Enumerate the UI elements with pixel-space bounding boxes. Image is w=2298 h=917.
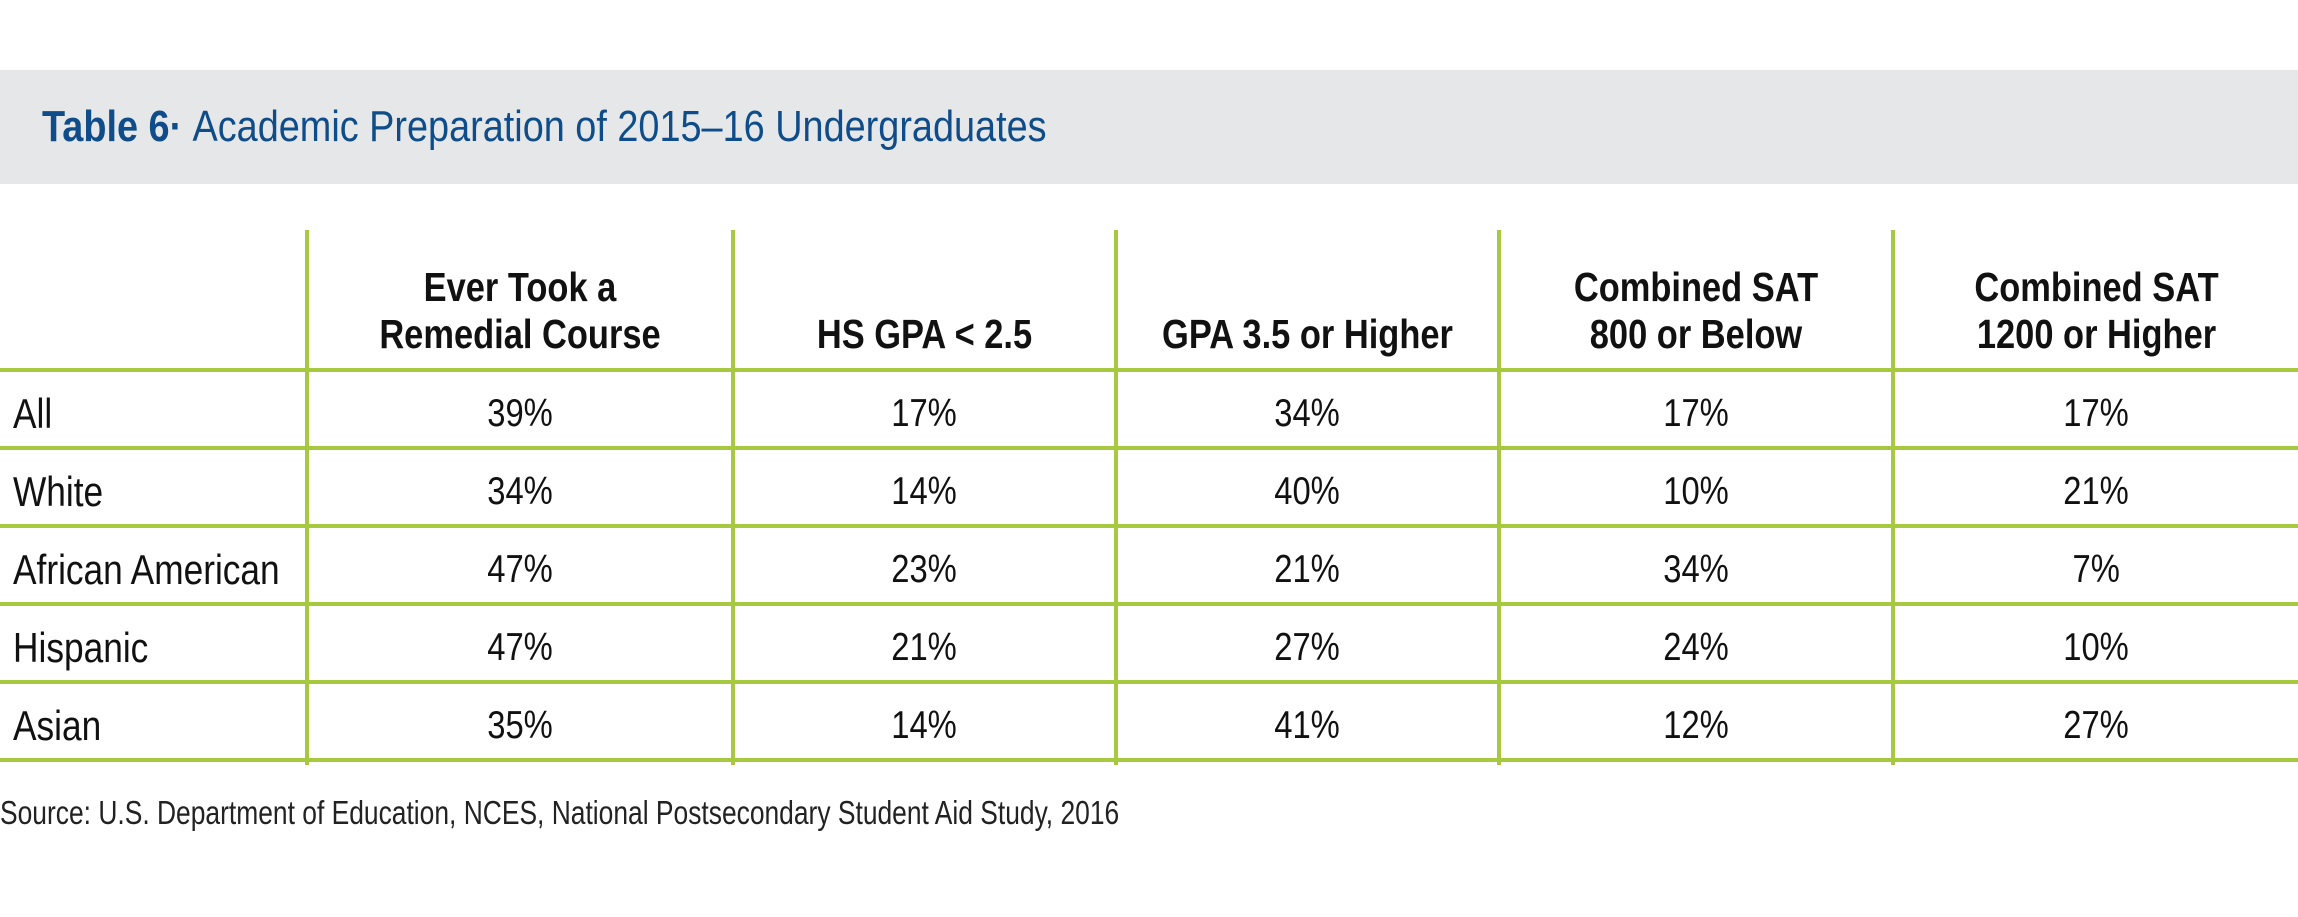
table-number: Table 6 [42, 102, 170, 151]
table-cell: 21% [2063, 470, 2130, 513]
data-table: Ever Took a Remedial Course HS GPA < 2.5… [0, 230, 2298, 765]
table-cell: 10% [1663, 470, 1729, 513]
column-divider [1891, 230, 1895, 765]
header-rule [0, 368, 2298, 372]
row-label: Asian [13, 702, 102, 749]
source-note: Source: U.S. Department of Education, NC… [0, 794, 1120, 831]
table-cell: 14% [891, 704, 958, 747]
table-cell: 21% [891, 626, 958, 669]
table-cell: 23% [891, 548, 958, 591]
row-label: White [13, 468, 104, 515]
table-cell: 12% [1663, 704, 1729, 747]
table-title: Table 6· Academic Preparation of 2015–16 … [42, 70, 1047, 184]
row-rule [0, 602, 2298, 606]
table-cell: 34% [487, 470, 553, 513]
header-row: Ever Took a Remedial Course HS GPA < 2.5… [0, 230, 2298, 370]
table-cell: 21% [1274, 548, 1341, 591]
table-cell: 14% [891, 470, 958, 513]
row-rule [0, 446, 2298, 450]
table-cell: 17% [2063, 392, 2130, 435]
table-row: Hispanic 47% 21% 27% 24% 10% [0, 606, 2298, 680]
table-cell: 41% [1274, 704, 1341, 747]
table-cell: 34% [1663, 548, 1729, 591]
table-cell: 27% [1274, 626, 1341, 669]
row-rule [0, 758, 2298, 762]
table-cell: 39% [487, 392, 553, 435]
table-cell: 17% [891, 392, 958, 435]
table-cell: 47% [487, 548, 553, 591]
table-cell: 7% [2072, 548, 2121, 591]
row-label: African American [13, 546, 280, 593]
table-cell: 10% [2063, 626, 2130, 669]
table-title-text: Academic Preparation of 2015–16 Undergra… [192, 102, 1047, 151]
column-divider [1114, 230, 1118, 765]
row-rule [0, 524, 2298, 528]
table-cell: 47% [487, 626, 553, 669]
column-divider [731, 230, 735, 765]
column-header: GPA 3.5 or Higher [1162, 311, 1453, 357]
table-cell: 35% [487, 704, 553, 747]
column-divider [305, 230, 309, 765]
row-label: Hispanic [13, 624, 149, 671]
column-header: Combined SAT 800 or Below [1573, 264, 1819, 357]
table-row: All 39% 17% 34% 17% 17% [0, 372, 2298, 446]
row-rule [0, 680, 2298, 684]
row-label: All [13, 390, 53, 437]
column-divider [1497, 230, 1501, 765]
table-cell: 24% [1663, 626, 1729, 669]
column-header: Ever Took a Remedial Course [379, 264, 661, 357]
title-separator: · [169, 102, 183, 151]
table-row: African American 47% 23% 21% 34% 7% [0, 528, 2298, 602]
table-row: Asian 35% 14% 41% 12% 27% [0, 684, 2298, 758]
table-cell: 34% [1274, 392, 1341, 435]
title-band: Table 6· Academic Preparation of 2015–16 … [0, 70, 2298, 184]
table-cell: 27% [2063, 704, 2130, 747]
table-cell: 17% [1663, 392, 1729, 435]
column-header: Combined SAT 1200 or Higher [1974, 264, 2219, 357]
table-cell: 40% [1274, 470, 1341, 513]
table-row: White 34% 14% 40% 10% 21% [0, 450, 2298, 524]
column-header: HS GPA < 2.5 [816, 311, 1033, 357]
